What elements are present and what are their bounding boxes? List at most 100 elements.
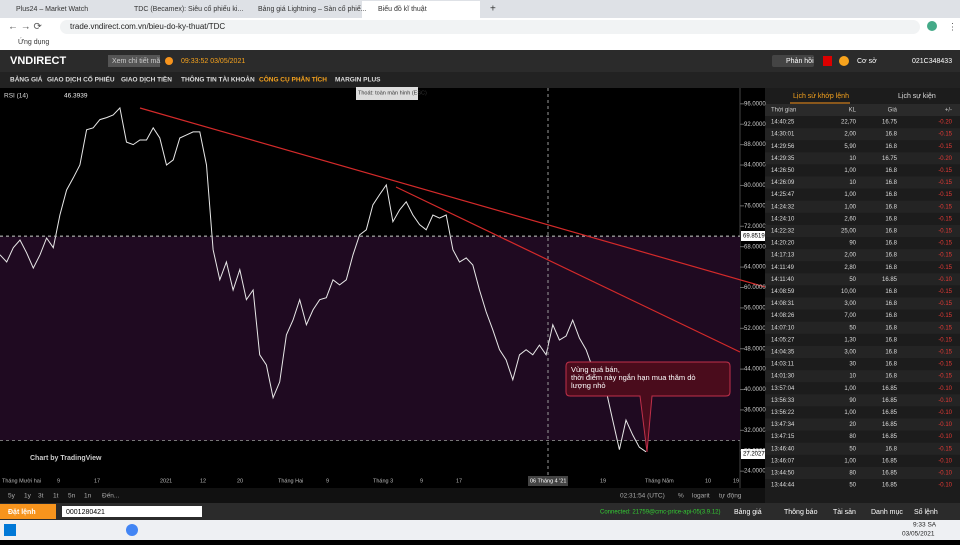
nav-item[interactable]: MARGIN PLUS xyxy=(335,77,381,84)
menu-icon[interactable]: ⋮ xyxy=(948,21,957,31)
nav-item[interactable]: CÔNG CỤ PHÂN TÍCH xyxy=(259,75,327,84)
chrome-icon[interactable] xyxy=(126,524,138,536)
side-header xyxy=(765,104,960,116)
taskbar-time: 9:33 SA xyxy=(913,522,937,529)
x-tick-label: 20 xyxy=(237,478,243,484)
x-tick-label: 9 xyxy=(326,478,329,484)
range-button[interactable]: 3t xyxy=(38,493,44,500)
row-stripe xyxy=(765,152,960,165)
watermark: Chart by TradingView xyxy=(30,455,102,462)
range-button[interactable]: 1n xyxy=(84,493,92,500)
column-header: KL xyxy=(849,108,857,114)
range-button[interactable]: 1y xyxy=(24,493,32,500)
trade-cell: -0.10 xyxy=(938,470,952,476)
footer-link[interactable]: Thông báo xyxy=(784,509,818,516)
new-tab[interactable]: + xyxy=(490,4,496,15)
range-button[interactable]: 5y xyxy=(8,493,16,500)
trade-cell: 16.85 xyxy=(882,386,898,392)
feedback-button[interactable] xyxy=(772,55,814,67)
order-button-bg[interactable] xyxy=(0,504,56,519)
browser-tab[interactable]: Biểu đồ kĩ thuật xyxy=(378,4,427,13)
trade-cell: -0.10 xyxy=(938,398,952,404)
order-input[interactable]: 0001280421 xyxy=(66,509,105,516)
trade-cell: 3,00 xyxy=(844,301,856,307)
order-input-bg[interactable] xyxy=(62,506,202,517)
trade-cell: 16.75 xyxy=(882,156,898,162)
panel-tab[interactable]: Lịch sự kiện xyxy=(898,93,936,100)
y-tick-label: 28.0000 xyxy=(744,448,766,454)
y-tick-label: 48.0000 xyxy=(744,346,766,352)
footer-link[interactable]: Sổ lệnh xyxy=(914,508,938,516)
trade-cell: -0.15 xyxy=(938,289,952,295)
nav-bar xyxy=(0,72,960,88)
x-tick-label: 10 xyxy=(705,478,711,484)
range-button[interactable]: 1t xyxy=(53,493,59,500)
trade-cell: -0.10 xyxy=(938,458,952,464)
row-stripe xyxy=(765,249,960,262)
account[interactable]: 021C348433 xyxy=(912,58,952,65)
trade-cell: 13:47:15 xyxy=(771,434,795,440)
flag[interactable] xyxy=(823,56,832,66)
y-tick-label: 88.0000 xyxy=(744,142,766,148)
panel-tab[interactable]: Lịch sử khớp lệnh xyxy=(793,92,849,100)
trade-cell: 13:44:50 xyxy=(771,470,795,476)
feedback[interactable]: Phản hồi xyxy=(786,56,814,65)
footer-link[interactable]: Bảng giá xyxy=(734,509,762,516)
nav-item[interactable]: BẢNG GIÁ xyxy=(10,75,43,84)
trade-cell: 14:30:01 xyxy=(771,132,795,138)
annotation-callout[interactable] xyxy=(565,361,731,453)
trade-cell: 14:11:40 xyxy=(771,277,795,283)
scale-option[interactable]: % xyxy=(678,493,684,500)
connection-status: Connected: 21759@cmc-price-api-05(3.9.12… xyxy=(600,510,721,516)
active-tab xyxy=(362,1,480,18)
bookmark[interactable]: Ứng dụng xyxy=(18,37,49,46)
trade-cell: 16.8 xyxy=(885,362,897,368)
trade-cell: 1,00 xyxy=(844,458,856,464)
column-header: Thời gian xyxy=(771,108,796,114)
trade-cell: 14:40:25 xyxy=(771,120,795,126)
browser-tab[interactable]: TDC (Becamex): Siêu cổ phiếu ki... xyxy=(134,4,243,13)
clock: 09:33:52 03/05/2021 xyxy=(181,58,245,65)
mode[interactable]: Cơ sở xyxy=(857,57,877,65)
x-tick-label: 19 xyxy=(733,478,739,484)
search-placeholder[interactable]: Xem chỉ tiết mã xyxy=(112,56,160,65)
order-button[interactable]: Đặt lệnh xyxy=(8,509,36,516)
nav-item[interactable]: GIAO DỊCH CỔ PHIẾU xyxy=(47,74,115,84)
search-box[interactable] xyxy=(108,55,160,67)
start-button[interactable] xyxy=(4,524,16,536)
rsi-line xyxy=(0,106,647,453)
trade-cell: 2,00 xyxy=(844,253,856,259)
trade-cell: 5,90 xyxy=(844,144,856,150)
profile-icon[interactable] xyxy=(927,21,937,31)
trade-cell: 13:46:40 xyxy=(771,446,795,452)
y-tick-label: 72.0000 xyxy=(744,224,766,230)
browser-tab[interactable]: Bảng giá Lightning – Sàn cổ phiế... xyxy=(258,4,367,13)
nav-buttons[interactable]: ← → ⟳ xyxy=(8,22,43,33)
footer-link[interactable]: Tài sản xyxy=(833,509,856,516)
search-button[interactable] xyxy=(165,57,173,65)
indicator-name: RSI (14) xyxy=(4,93,28,100)
scale-option[interactable]: logarit xyxy=(692,493,710,500)
x-tick-label: 9 xyxy=(420,478,423,484)
trade-cell: 16.8 xyxy=(885,132,897,138)
y-tick-label: 64.0000 xyxy=(744,265,766,271)
logo: VNDIRECT xyxy=(10,55,67,67)
range-button[interactable]: 5n xyxy=(68,493,76,500)
footer-link[interactable]: Danh mục xyxy=(871,509,903,516)
browser-tab[interactable]: Plus24 – Market Watch xyxy=(16,6,88,13)
nav-item[interactable]: GIAO DỊCH TIỀN xyxy=(121,74,172,84)
scale-option[interactable]: tự động xyxy=(719,493,742,500)
trade-cell: -0.15 xyxy=(938,337,952,343)
address-bar[interactable] xyxy=(60,20,920,34)
nav-item[interactable]: THÔNG TIN TÀI KHOẢN xyxy=(181,75,255,84)
settings[interactable] xyxy=(839,56,849,66)
range-button[interactable]: Đến... xyxy=(102,491,120,500)
row-stripe xyxy=(765,394,960,407)
row-stripe xyxy=(765,176,960,189)
trade-cell: 14:26:09 xyxy=(771,180,795,186)
trade-cell: -0.15 xyxy=(938,301,952,307)
trade-cell: 1,00 xyxy=(844,192,856,198)
trade-cell: 30 xyxy=(849,362,856,368)
trade-cell: 14:20:20 xyxy=(771,241,795,247)
